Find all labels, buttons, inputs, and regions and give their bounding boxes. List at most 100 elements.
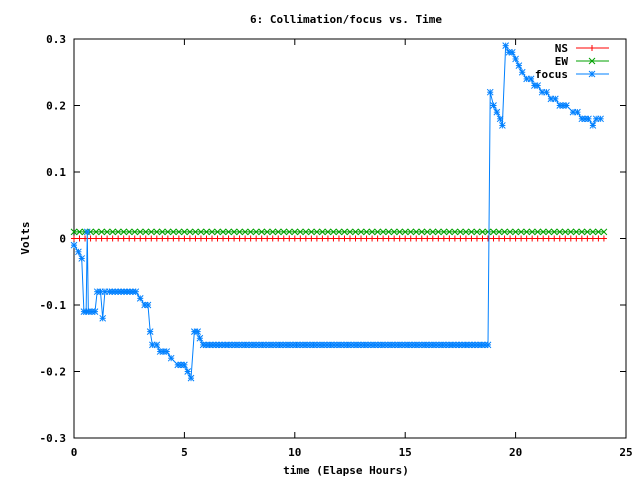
point-ns	[468, 235, 475, 242]
point-ns	[374, 235, 381, 242]
point-ew	[534, 228, 542, 236]
point-ew	[357, 228, 365, 236]
point-ns	[186, 235, 193, 242]
point-ew	[572, 228, 580, 236]
point-ns	[407, 235, 414, 242]
point-ns	[104, 235, 111, 242]
point-ns	[175, 235, 182, 242]
point-ns	[330, 235, 337, 242]
point-ns	[203, 235, 210, 242]
point-ew	[120, 228, 128, 236]
point-ew	[252, 228, 260, 236]
legend-marker-ew	[588, 57, 596, 65]
point-focus	[83, 228, 91, 236]
point-ew	[103, 228, 111, 236]
point-ns	[319, 235, 326, 242]
point-ew	[208, 228, 216, 236]
point-ew	[512, 228, 519, 236]
point-ns	[396, 235, 403, 242]
point-ns	[424, 235, 431, 242]
y-tick-label: -0.1	[40, 299, 67, 312]
point-ns	[335, 235, 342, 242]
point-ew	[330, 228, 337, 236]
point-focus	[551, 95, 559, 103]
point-focus	[132, 288, 140, 296]
point-ns	[115, 235, 122, 242]
point-ew	[192, 228, 199, 236]
y-tick-label: -0.2	[40, 366, 67, 379]
point-ns	[109, 235, 116, 242]
point-ns	[600, 235, 607, 242]
point-ns	[308, 235, 315, 242]
point-ew	[263, 228, 271, 236]
point-ns	[418, 235, 425, 242]
point-ns	[512, 235, 519, 242]
point-ns	[540, 235, 547, 242]
point-ns	[473, 235, 480, 242]
point-ns	[313, 235, 320, 242]
point-focus	[144, 301, 152, 309]
point-focus	[518, 68, 526, 76]
point-ew	[109, 228, 116, 236]
point-ns	[551, 235, 558, 242]
point-ns	[578, 235, 585, 242]
point-ns	[363, 235, 370, 242]
point-ns	[87, 235, 94, 242]
point-focus	[512, 55, 519, 63]
point-focus	[194, 328, 202, 335]
point-ns	[567, 235, 574, 242]
point-ew	[539, 228, 547, 236]
point-ew	[236, 228, 243, 236]
point-ns	[280, 235, 287, 242]
point-ew	[158, 228, 166, 236]
x-tick-label: 5	[181, 446, 188, 459]
point-ew	[241, 228, 249, 236]
point-ns	[556, 235, 563, 242]
point-ns	[402, 235, 409, 242]
point-ns	[490, 235, 497, 242]
point-ew	[451, 228, 459, 236]
point-ew	[401, 228, 409, 236]
point-ew	[125, 228, 133, 236]
point-ns	[71, 235, 77, 242]
point-ew	[230, 228, 238, 236]
point-ns	[286, 235, 293, 242]
point-focus	[163, 348, 171, 355]
point-ew	[584, 228, 591, 236]
point-ew	[545, 228, 553, 236]
point-ns	[181, 235, 188, 242]
point-focus	[515, 62, 523, 69]
point-ew	[523, 228, 530, 236]
point-ns	[496, 235, 503, 242]
legend-label-ns: NS	[555, 42, 568, 55]
point-ew	[147, 228, 155, 236]
point-ew	[446, 228, 453, 236]
point-focus	[199, 341, 207, 349]
point-ns	[462, 235, 469, 242]
point-focus	[78, 255, 86, 262]
point-focus	[187, 374, 195, 382]
point-ns	[209, 235, 215, 242]
point-ns	[164, 235, 171, 242]
point-ew	[186, 228, 194, 236]
point-focus	[498, 122, 506, 129]
point-ns	[137, 235, 144, 242]
point-focus	[462, 341, 469, 349]
point-ew	[181, 228, 188, 236]
point-focus	[91, 308, 99, 316]
point-ew	[214, 228, 221, 236]
point-ew	[258, 228, 266, 236]
point-ew	[225, 228, 232, 236]
point-ew	[219, 228, 227, 236]
point-ew	[153, 228, 161, 236]
point-ew	[98, 228, 105, 236]
point-ew	[170, 228, 177, 236]
point-focus	[508, 48, 516, 56]
point-focus	[167, 354, 175, 362]
point-ns	[148, 235, 155, 242]
point-focus	[589, 122, 597, 129]
point-ew	[517, 228, 525, 236]
point-focus	[99, 314, 107, 322]
point-ns	[341, 235, 348, 242]
point-ns	[153, 235, 160, 242]
